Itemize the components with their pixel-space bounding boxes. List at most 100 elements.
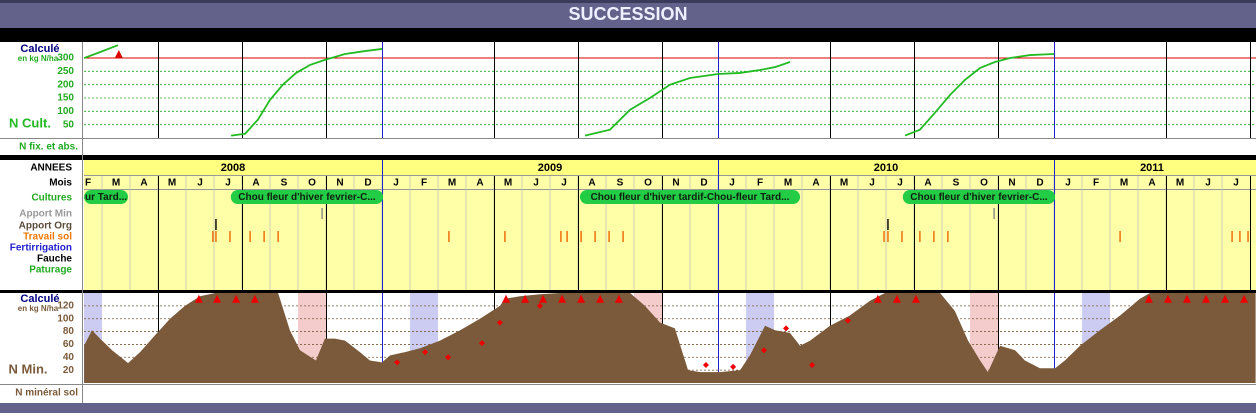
month-label: M: [840, 178, 848, 189]
trigger-marker: [502, 294, 511, 303]
month-label: M: [112, 178, 120, 189]
trigger-marker: [614, 294, 623, 303]
month-label: A: [252, 178, 259, 189]
month-label: M: [1120, 178, 1128, 189]
measure-point: [496, 319, 503, 326]
row-label: N fix. et abs.: [19, 142, 78, 153]
month-label: M: [1176, 178, 1184, 189]
n-min-area: [84, 293, 1256, 383]
title-bar: [0, 0, 1256, 28]
timeline-bg: [84, 160, 1256, 290]
year-label: 2008: [221, 162, 245, 174]
trigger-marker: [1202, 294, 1211, 303]
trigger-marker: [1221, 294, 1230, 303]
month-label: A: [140, 178, 147, 189]
crop-pill: [902, 190, 1056, 204]
month-label: S: [617, 178, 624, 189]
trigger-marker: [558, 294, 567, 303]
row-label: Apport Min: [19, 209, 72, 220]
month-label: J: [729, 178, 735, 189]
year-label: 2010: [874, 162, 898, 174]
y-tick-label: 50: [63, 119, 75, 130]
years-row-bg: [84, 160, 1256, 176]
month-label: J: [869, 178, 875, 189]
crop-label: Chou fleur d'hiver fevrier-C...: [910, 192, 1048, 203]
month-label: D: [700, 178, 707, 189]
measure-point: [760, 347, 767, 354]
crop-pill: [579, 190, 801, 204]
plots: 2008 F M A M J J A S O N D 2009 J F M A M J J A S O N D 2010 J F M A M…: [84, 42, 1256, 383]
trigger-marker: [250, 294, 259, 303]
y-tick-label: 60: [63, 339, 75, 350]
month-label: N: [336, 178, 343, 189]
title: SUCCESSION: [568, 4, 687, 24]
month-label: M: [784, 178, 792, 189]
month-label: J: [561, 178, 567, 189]
year-label: 2011: [1140, 162, 1164, 174]
month-label: M: [504, 178, 512, 189]
unit-title: Calculé: [20, 43, 59, 55]
month-label: J: [1233, 178, 1239, 189]
unit: en kg N/ha: [18, 54, 59, 63]
month-label: J: [533, 178, 539, 189]
y-tick-label: 200: [57, 79, 74, 90]
crop-label: ur Tard...: [85, 192, 127, 203]
y-tick-label: 120: [57, 300, 74, 311]
crop-pill: [84, 190, 129, 204]
trigger-marker: [596, 294, 605, 303]
trigger-marker: [539, 294, 547, 303]
row-label: Travail sol: [23, 232, 72, 243]
row-label: Apport Org: [19, 221, 72, 232]
month-label: A: [588, 178, 595, 189]
measure-point: [730, 363, 737, 370]
month-label: J: [197, 178, 203, 189]
panel-label: N Cult.: [9, 115, 51, 130]
month-label: D: [364, 178, 371, 189]
month-label: J: [225, 178, 231, 189]
measure-point: [809, 362, 816, 368]
y-tick-label: 150: [57, 93, 74, 104]
y-tick-label: 100: [57, 313, 74, 324]
separator: [0, 28, 1256, 42]
row-label: Cultures: [31, 193, 72, 204]
measure-point: [536, 302, 543, 309]
panel-label: N Min.: [9, 361, 48, 376]
trigger-marker: [873, 294, 882, 303]
month-label: N: [672, 178, 679, 189]
unit: en kg N/ha: [18, 304, 59, 313]
month-label: O: [644, 178, 652, 189]
month-label: S: [281, 178, 288, 189]
month-label: A: [476, 178, 483, 189]
row-label: Paturage: [29, 265, 72, 276]
trigger-marker: [521, 294, 530, 303]
measure-point: [702, 362, 709, 368]
month-label: A: [1148, 178, 1155, 189]
month-label: M: [168, 178, 176, 189]
y-tick-label: 300: [57, 53, 74, 64]
trigger-marker: [1240, 294, 1249, 303]
measure-point: [394, 359, 401, 366]
title-bar-edge: [0, 0, 1256, 3]
bottom-bar: [0, 403, 1256, 413]
n-cult-line: [84, 44, 1055, 137]
month-label: J: [393, 178, 399, 189]
y-tick-label: 20: [63, 365, 75, 376]
crop-label: Chou fleur d'hiver tardif-Chou-fleur Tar…: [591, 192, 790, 203]
trigger-marker: [1183, 294, 1191, 303]
month-label: D: [1036, 178, 1043, 189]
month-label: O: [980, 178, 988, 189]
month-label: J: [897, 178, 903, 189]
year-label: 2009: [538, 162, 562, 174]
alert-marker: [114, 50, 123, 58]
month-label: M: [448, 178, 456, 189]
row-label: Fertirrigation: [10, 243, 72, 254]
month-label: J: [1205, 178, 1211, 189]
trigger-marker: [1163, 294, 1172, 303]
crop-label: Chou fleur d'hiver fevrier-C...: [238, 192, 376, 203]
crop-pill: [230, 190, 384, 204]
y-tick-label: 100: [57, 106, 74, 117]
trigger-marker: [1144, 294, 1153, 303]
unit-title: Calculé: [20, 293, 59, 305]
measure-point: [445, 354, 452, 361]
